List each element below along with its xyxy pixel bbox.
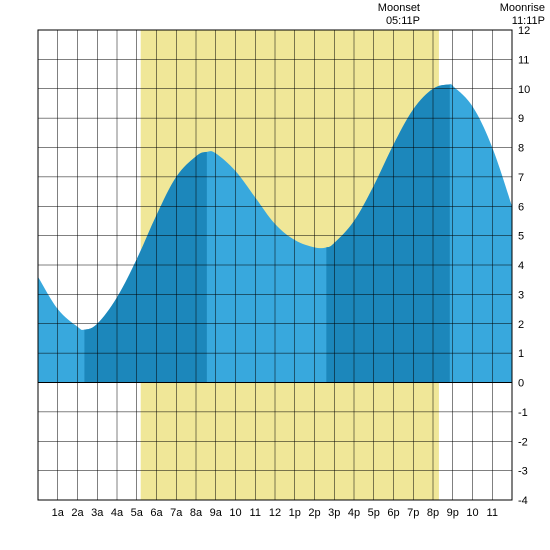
svg-text:10: 10	[466, 507, 478, 519]
svg-text:2: 2	[518, 319, 524, 331]
moonrise-annotation: Moonrise 11:11P	[460, 2, 545, 28]
svg-text:6p: 6p	[387, 507, 399, 519]
svg-text:5: 5	[518, 231, 524, 243]
svg-text:1: 1	[518, 348, 524, 360]
svg-text:-3: -3	[518, 466, 528, 478]
svg-text:8: 8	[518, 143, 524, 155]
moonset-annotation: Moonset 05:11P	[340, 2, 420, 28]
svg-text:-1: -1	[518, 407, 528, 419]
svg-text:11: 11	[250, 507, 261, 519]
svg-text:4: 4	[518, 260, 524, 272]
svg-text:2p: 2p	[308, 507, 320, 519]
svg-text:7p: 7p	[407, 507, 419, 519]
chart-svg: -4-3-2-101234567891011121a2a3a4a5a6a7a8a…	[0, 0, 550, 550]
svg-text:6: 6	[518, 201, 524, 213]
svg-text:9: 9	[518, 113, 524, 125]
svg-text:3p: 3p	[328, 507, 340, 519]
tide-chart: Moonset 05:11P Moonrise 11:11P -4 -3 -2 -1 0…	[0, 0, 550, 550]
moonrise-title: Moonrise	[500, 2, 545, 14]
svg-text:4a: 4a	[111, 507, 124, 519]
svg-text:9a: 9a	[210, 507, 223, 519]
svg-text:10: 10	[229, 507, 241, 519]
svg-text:-4: -4	[518, 495, 528, 507]
svg-text:10: 10	[518, 84, 530, 96]
svg-text:8p: 8p	[427, 507, 439, 519]
svg-text:5a: 5a	[131, 507, 144, 519]
svg-text:1p: 1p	[289, 507, 301, 519]
svg-text:-2: -2	[518, 436, 528, 448]
svg-text:7a: 7a	[170, 507, 183, 519]
svg-text:9p: 9p	[447, 507, 459, 519]
svg-text:2a: 2a	[71, 507, 84, 519]
svg-text:12: 12	[269, 507, 281, 519]
svg-text:3a: 3a	[91, 507, 104, 519]
moonset-time: 05:11P	[386, 15, 420, 27]
svg-text:5p: 5p	[368, 507, 380, 519]
svg-text:11: 11	[487, 507, 498, 519]
svg-text:7: 7	[518, 172, 524, 184]
svg-text:8a: 8a	[190, 507, 203, 519]
svg-text:4p: 4p	[348, 507, 360, 519]
svg-text:1a: 1a	[52, 507, 65, 519]
svg-text:6a: 6a	[150, 507, 163, 519]
svg-text:0: 0	[518, 378, 524, 390]
svg-text:3: 3	[518, 289, 524, 301]
moonrise-time: 11:11P	[512, 15, 545, 27]
svg-text:11: 11	[518, 54, 529, 66]
moonset-title: Moonset	[378, 2, 420, 14]
